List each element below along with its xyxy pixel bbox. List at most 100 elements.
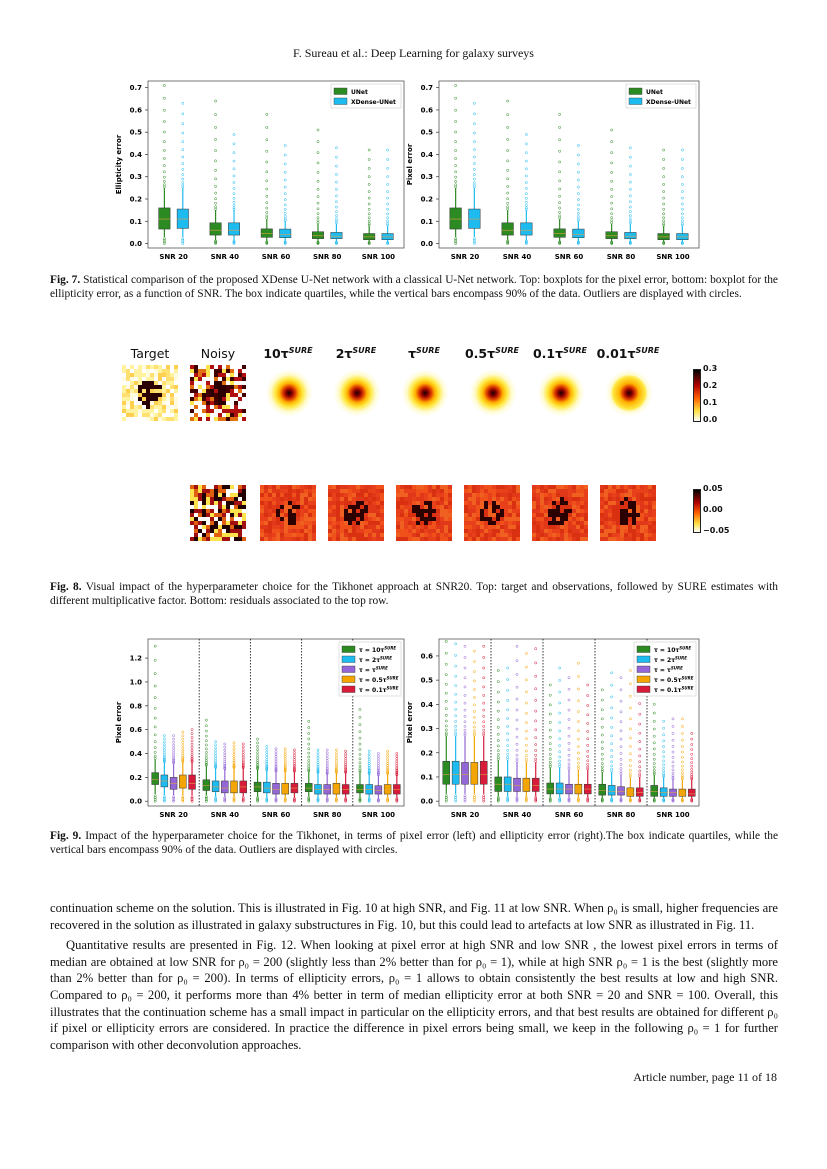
outlier-point bbox=[283, 752, 287, 756]
outlier-point bbox=[681, 190, 684, 193]
outlier-point bbox=[232, 196, 236, 200]
outlier-point bbox=[386, 196, 389, 200]
outlier-point bbox=[214, 99, 217, 103]
outlier-point bbox=[283, 763, 287, 767]
outlier-point bbox=[232, 181, 236, 184]
outlier-point bbox=[205, 751, 208, 754]
outlier-point bbox=[358, 767, 362, 770]
outlier-point bbox=[214, 762, 217, 766]
outlier-point bbox=[232, 200, 236, 204]
outlier-point bbox=[232, 133, 236, 136]
outlier-point bbox=[506, 241, 509, 245]
outlier-point bbox=[172, 737, 175, 741]
outlier-point bbox=[232, 192, 236, 196]
outlier-point bbox=[214, 207, 217, 211]
outlier-point bbox=[525, 167, 528, 171]
outlier-point bbox=[473, 725, 476, 729]
outlier-point bbox=[367, 798, 371, 801]
outlier-point bbox=[205, 734, 208, 738]
outlier-point bbox=[662, 223, 665, 227]
outlier-point bbox=[681, 223, 684, 227]
outlier-point bbox=[205, 739, 208, 743]
colorbar-tick-label: 0.0 bbox=[703, 415, 718, 424]
outlier-point bbox=[463, 656, 467, 659]
outlier-point bbox=[454, 714, 457, 718]
outlier-point bbox=[265, 763, 269, 767]
outlier-point bbox=[638, 722, 642, 726]
outlier-point bbox=[525, 200, 528, 204]
outlier-point bbox=[344, 754, 347, 758]
outlier-point bbox=[454, 240, 457, 244]
outlier-point bbox=[525, 239, 528, 243]
fig8-colorbar-top bbox=[693, 369, 701, 422]
outlier-point bbox=[610, 725, 613, 729]
outlier-point bbox=[577, 208, 580, 211]
outlier-point bbox=[241, 751, 245, 754]
outlier-point bbox=[232, 761, 236, 764]
outlier-point bbox=[586, 799, 590, 803]
outlier-point bbox=[163, 157, 166, 160]
outlier-point bbox=[454, 185, 457, 189]
outlier-point bbox=[325, 797, 329, 800]
outlier-point bbox=[214, 113, 217, 117]
legend-label-sup: SURE bbox=[679, 646, 691, 651]
outlier-point bbox=[205, 798, 208, 802]
outlier-point bbox=[473, 131, 476, 135]
outlier-point bbox=[214, 197, 217, 201]
outlier-point bbox=[367, 757, 371, 761]
outlier-point bbox=[525, 754, 528, 757]
outlier-point bbox=[190, 798, 194, 802]
outlier-point bbox=[525, 652, 528, 655]
outlier-point bbox=[214, 746, 217, 750]
outlier-point bbox=[558, 201, 561, 205]
outlier-point bbox=[163, 743, 166, 747]
outlier-point bbox=[325, 798, 329, 802]
outlier-point bbox=[190, 751, 194, 754]
outlier-point bbox=[558, 113, 561, 116]
outlier-point bbox=[454, 96, 457, 100]
outlier-point bbox=[567, 753, 571, 757]
box--2- bbox=[659, 787, 668, 797]
x-tick-label: SNR 80 bbox=[607, 811, 636, 819]
outlier-point bbox=[214, 126, 217, 129]
outlier-point bbox=[367, 202, 371, 206]
outlier-point bbox=[525, 159, 528, 163]
outlier-point bbox=[496, 680, 500, 683]
x-tick-label: SNR 20 bbox=[451, 253, 480, 261]
outlier-point bbox=[473, 162, 476, 165]
outlier-point bbox=[367, 749, 371, 753]
outlier-point bbox=[153, 798, 157, 801]
outlier-point bbox=[205, 796, 208, 800]
outlier-point bbox=[548, 683, 552, 687]
outlier-point bbox=[367, 219, 371, 223]
x-tick-label: SNR 100 bbox=[362, 253, 395, 261]
outlier-point bbox=[214, 138, 217, 141]
outlier-point bbox=[316, 768, 320, 772]
outlier-point bbox=[506, 99, 509, 103]
y-tick-label: 0.3 bbox=[421, 173, 434, 181]
outlier-point bbox=[444, 673, 448, 677]
outlier-point bbox=[586, 713, 590, 717]
outlier-point bbox=[344, 765, 347, 768]
box-XDense-UNet bbox=[330, 232, 343, 239]
outlier-point bbox=[515, 760, 519, 763]
outlier-point bbox=[482, 799, 486, 803]
outlier-point bbox=[496, 744, 500, 748]
outlier-point bbox=[506, 126, 509, 129]
outlier-point bbox=[600, 725, 604, 729]
outlier-point bbox=[307, 747, 311, 751]
box-UNet bbox=[260, 228, 273, 238]
outlier-point bbox=[515, 685, 519, 689]
legend-label-sup: SURE bbox=[671, 666, 683, 671]
outlier-point bbox=[172, 740, 175, 744]
outlier-point bbox=[690, 797, 694, 801]
outlier-point bbox=[681, 755, 684, 759]
x-tick-label: SNR 20 bbox=[159, 811, 188, 819]
outlier-point bbox=[473, 101, 476, 105]
outlier-point bbox=[316, 195, 320, 199]
outlier-point bbox=[377, 798, 380, 801]
outlier-point bbox=[482, 694, 486, 697]
box--2- bbox=[211, 780, 220, 792]
outlier-point bbox=[395, 768, 399, 772]
outlier-point bbox=[256, 762, 259, 766]
